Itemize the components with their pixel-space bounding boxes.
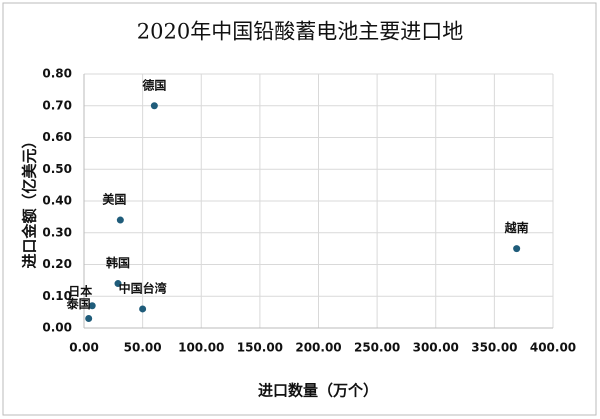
point bbox=[85, 314, 93, 322]
y-axis-label: 进口金额（亿美元） bbox=[21, 133, 39, 268]
point-label: 泰国 bbox=[66, 296, 91, 311]
point bbox=[114, 280, 122, 288]
x-tick-label: 150.00 bbox=[237, 341, 283, 355]
x-tick-label: 400.00 bbox=[530, 341, 576, 355]
point-label: 中国台湾 bbox=[119, 280, 167, 295]
point-label: 美国 bbox=[102, 192, 126, 207]
point bbox=[513, 245, 521, 253]
point-label: 德国 bbox=[142, 77, 166, 92]
y-tick-label: 0.20 bbox=[42, 257, 72, 271]
y-tick-label: 0.50 bbox=[42, 162, 72, 176]
point-label: 越南 bbox=[504, 220, 529, 235]
point bbox=[139, 305, 147, 313]
x-tick-label: 100.00 bbox=[178, 341, 224, 355]
point-label: 日本 bbox=[68, 283, 92, 298]
x-tick-label: 200.00 bbox=[295, 341, 341, 355]
chart-title: 2020年中国铅酸蓄电池主要进口地 bbox=[137, 20, 463, 44]
y-tick-label: 0.40 bbox=[42, 194, 72, 208]
x-axis-label: 进口数量（万个） bbox=[258, 382, 378, 400]
point bbox=[150, 102, 158, 110]
point bbox=[88, 302, 96, 310]
x-tick-label: 250.00 bbox=[354, 341, 400, 355]
x-tick-label: 300.00 bbox=[413, 341, 459, 355]
y-tick-label: 0.60 bbox=[42, 130, 72, 144]
y-tick-label: 0.80 bbox=[42, 67, 72, 81]
point bbox=[116, 216, 124, 224]
x-tick-label: 350.00 bbox=[471, 341, 517, 355]
y-tick-label: 0.00 bbox=[42, 321, 72, 335]
y-tick-label: 0.70 bbox=[42, 98, 72, 112]
y-tick-label: 0.10 bbox=[42, 289, 72, 303]
x-tick-label: 50.00 bbox=[124, 341, 162, 355]
x-tick-label: 0.00 bbox=[69, 341, 99, 355]
point-label: 韩国 bbox=[106, 255, 130, 270]
y-tick-label: 0.30 bbox=[42, 225, 72, 239]
chart-frame bbox=[2, 2, 597, 416]
